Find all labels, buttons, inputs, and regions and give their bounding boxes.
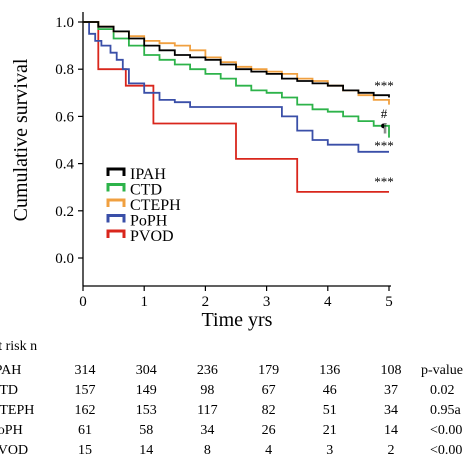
risk-count: 14	[139, 443, 154, 458]
risk-count: 82	[261, 403, 276, 418]
y-tick-label: 0.0	[55, 251, 74, 267]
risk-count: 236	[196, 363, 218, 378]
risk-count: 108	[380, 363, 402, 378]
risk-table: at risk np-valueIPAH314304236179136108CT…	[0, 334, 474, 474]
curve-pvod	[83, 21, 389, 193]
risk-count: 46	[322, 383, 337, 398]
risk-row-label-ctd: CTD	[0, 383, 18, 398]
y-tick-label: 0.6	[55, 109, 74, 125]
y-tick-label: 1.0	[55, 15, 74, 31]
risk-count: 304	[135, 363, 157, 378]
risk-row-label-poph: PoPH	[0, 423, 23, 438]
legend-swatch-cteph	[106, 198, 126, 207]
risk-count: 67	[261, 383, 276, 398]
risk-count: 3	[326, 443, 334, 458]
risk-count: 34	[200, 423, 215, 438]
curve-ctd	[83, 21, 390, 138]
risk-count: 157	[74, 383, 96, 398]
risk-count: 149	[135, 383, 157, 398]
legend-label-ctd: CTD	[130, 182, 162, 199]
risk-row-label-pvod: PVOD	[0, 443, 29, 458]
end-label-pvod: ***	[374, 174, 394, 189]
pvalue-header: p-value	[421, 363, 463, 378]
risk-count: 4	[265, 443, 273, 458]
legend-label-poph: PoPH	[130, 213, 168, 230]
end-label-poph: ***	[374, 138, 394, 153]
survival-chart: 0.0 0.2 0.4 0.6 0.8 1.0 0 1 2 3 4 5 *** #¶ *** *** IPA…	[10, 12, 394, 331]
x-tick-label: 5	[385, 294, 393, 310]
chart-axes: 0.0 0.2 0.4 0.6 0.8 1.0 0 1 2 3 4 5	[55, 12, 393, 310]
curve-poph	[83, 21, 389, 153]
risk-count: 51	[322, 403, 337, 418]
risk-count: 34	[384, 403, 398, 418]
risk-count: 21	[322, 423, 337, 438]
x-axis-label: Time yrs	[202, 309, 273, 331]
legend-label-pvod: PVOD	[130, 228, 174, 245]
risk-count: 26	[261, 423, 276, 438]
legend-swatch-ctd	[106, 183, 126, 192]
x-tick-label: 3	[263, 294, 271, 310]
significance-labels: *** #¶ *** ***	[374, 78, 394, 189]
end-label-cteph: #	[381, 106, 388, 121]
risk-pvalue: 0.95a	[430, 403, 461, 418]
risk-count: 8	[203, 443, 211, 458]
legend-label-cteph: CTEPH	[130, 197, 181, 214]
risk-count: 98	[200, 383, 215, 398]
risk-count: 37	[384, 383, 398, 398]
risk-count: 136	[319, 363, 341, 378]
legend-swatch-ipah	[106, 167, 126, 176]
y-tick-label: 0.4	[55, 157, 74, 173]
risk-count: 153	[135, 403, 157, 418]
risk-count: 14	[384, 423, 398, 438]
y-tick-label: 0.8	[55, 62, 74, 78]
risk-count: 61	[78, 423, 92, 438]
y-axis-label: Cumulative survival	[10, 58, 32, 221]
risk-count: 179	[258, 363, 280, 378]
risk-count: 314	[74, 363, 96, 378]
risk-count: 117	[197, 403, 218, 418]
risk-pvalue: <0.00	[430, 423, 463, 438]
risk-table-header: at risk n	[0, 339, 38, 354]
risk-count: 162	[74, 403, 96, 418]
risk-count: 15	[78, 443, 92, 458]
risk-row-label-ipah: IPAH	[0, 363, 22, 378]
risk-pvalue: 0.02	[430, 383, 455, 398]
risk-pvalue: <0.00	[430, 443, 463, 458]
risk-count: 2	[387, 443, 395, 458]
x-tick-label: 2	[202, 294, 210, 310]
end-label-ctd: ¶	[381, 120, 387, 135]
x-tick-label: 1	[140, 294, 148, 310]
curve-ipah	[83, 21, 390, 98]
risk-row-label-cteph: CTEPH	[0, 403, 35, 418]
legend-swatch-poph	[106, 214, 126, 223]
legend-label-ipah: IPAH	[130, 166, 166, 183]
end-label-ipah: ***	[374, 78, 394, 93]
x-tick-label: 4	[324, 294, 332, 310]
y-tick-label: 0.2	[55, 204, 74, 220]
risk-count: 58	[139, 423, 154, 438]
x-tick-label: 0	[79, 294, 87, 310]
legend-swatch-pvod	[106, 229, 126, 238]
survival-curves	[83, 21, 390, 193]
